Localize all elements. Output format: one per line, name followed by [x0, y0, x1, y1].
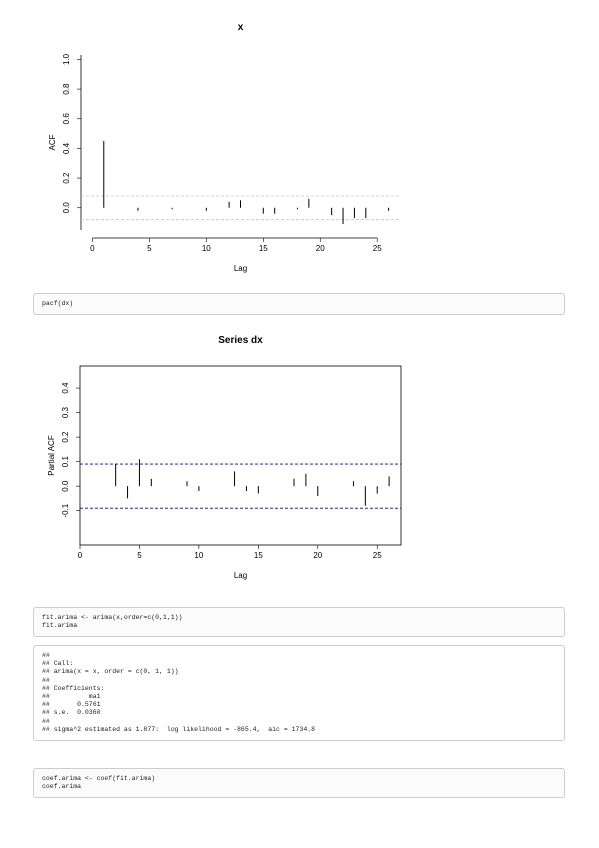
- code-line: ## Call:: [42, 660, 74, 668]
- code-line: fit.arima: [42, 622, 78, 630]
- y-tick-label: 0.1: [61, 456, 70, 468]
- y-tick-label: 0.0: [61, 480, 70, 492]
- code-line: coef.arima <- coef(fit.arima): [42, 775, 156, 782]
- y-tick-label: 0.8: [62, 83, 71, 95]
- y-tick-label: 0.2: [61, 431, 70, 443]
- y-axis-label: ACF: [48, 134, 57, 150]
- x-tick-label: 10: [194, 551, 203, 560]
- code-line: ## arima(x = x, order = c(0, 1, 1)): [42, 668, 179, 676]
- y-tick-label: 0.2: [62, 172, 71, 184]
- y-tick-label: 0.6: [62, 113, 71, 125]
- code-line: ##: [42, 652, 50, 659]
- code-line: ## sigma^2 estimated as 1.877: log likel…: [42, 725, 316, 733]
- code-block: pacf(dx): [33, 293, 565, 316]
- x-tick-label: 25: [373, 551, 382, 560]
- code-line: pacf(dx): [42, 300, 74, 307]
- x-axis-label: Lag: [234, 571, 247, 580]
- y-tick-label: 0.4: [62, 142, 71, 154]
- chart-title: x: [238, 22, 244, 33]
- x-tick-label: 0: [78, 551, 83, 560]
- y-tick-label: 0.4: [61, 382, 70, 394]
- y-tick-label: 1.0: [62, 53, 71, 65]
- code-line: ## ma1: [42, 693, 101, 701]
- x-tick-label: 20: [316, 244, 325, 253]
- code-block: fit.arima <- arima(x,order=c(0,1,1)) fit.…: [33, 607, 565, 638]
- code-line: coef.arima: [42, 783, 82, 791]
- code-line: ##: [42, 676, 50, 684]
- code-line: ## 0.5761: [42, 701, 101, 709]
- code-block: coef.arima <- coef(fit.arima) coef.arima: [33, 768, 565, 799]
- x-tick-label: 5: [137, 551, 142, 560]
- y-tick-label: 0.3: [61, 406, 70, 418]
- code-line: ## s.e. 0.0360: [42, 709, 101, 717]
- code-output: ## ## Call: ## arima(x = x, order = c(0, 1…: [33, 645, 565, 742]
- charts: x 0.0 0.2 0.4 0.6 0.8 1.0 0 5 10 15 20 25 Lag ACF Serie…: [47, 22, 402, 580]
- x-tick-label: 10: [202, 244, 211, 253]
- x-tick-label: 0: [90, 244, 95, 253]
- x-tick-label: 20: [313, 551, 322, 560]
- x-tick-label: 15: [259, 244, 268, 253]
- x-tick-label: 15: [254, 551, 263, 560]
- code-line: ##: [42, 717, 50, 725]
- code-line: fit.arima <- arima(x,order=c(0,1,1)): [42, 614, 183, 621]
- chart-title: Series dx: [218, 335, 263, 346]
- plot-frame: [79, 365, 402, 546]
- x-axis-label: Lag: [234, 264, 247, 273]
- y-axis-label: Partial ACF: [47, 435, 56, 476]
- x-tick-label: 25: [373, 244, 382, 253]
- code-line: ## Coefficients:: [42, 684, 105, 692]
- y-tick-label: -0.1: [61, 503, 70, 517]
- y-tick-label: 0.0: [62, 202, 71, 214]
- x-tick-label: 5: [147, 244, 152, 253]
